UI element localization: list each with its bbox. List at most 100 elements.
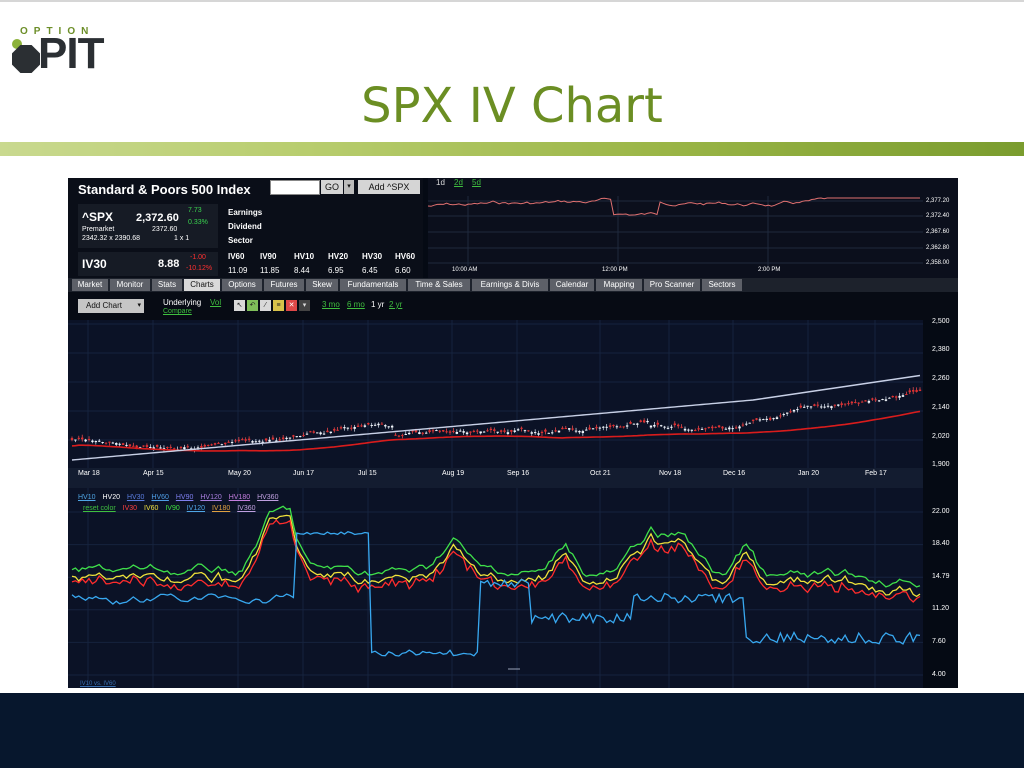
legend-hv90[interactable]: HV90 bbox=[175, 494, 194, 501]
candle-body bbox=[799, 405, 803, 408]
range-1yr[interactable]: 1 yr bbox=[371, 300, 385, 309]
candle-body bbox=[445, 431, 448, 433]
vol-header: HV10 bbox=[294, 252, 315, 261]
tab-fundamentals[interactable]: Fundamentals bbox=[340, 279, 406, 291]
tab-stats[interactable]: Stats bbox=[152, 279, 182, 291]
quote-header: Standard & Poors 500 Index GO ▾ Add ^SPX… bbox=[68, 178, 423, 278]
candle-body bbox=[550, 432, 554, 434]
tab-earnings-divis[interactable]: Earnings & Divis bbox=[472, 279, 548, 291]
tab-market[interactable]: Market bbox=[72, 279, 108, 291]
compare-link[interactable]: Compare bbox=[163, 308, 192, 315]
footer-band bbox=[0, 693, 1024, 768]
tab-charts[interactable]: Charts bbox=[184, 279, 220, 291]
candle-body bbox=[588, 427, 591, 430]
chevron-down-icon: ▾ bbox=[137, 302, 141, 309]
range-1d[interactable]: 1d bbox=[436, 178, 445, 187]
candle-body bbox=[591, 428, 595, 430]
reset-color-link[interactable]: reset color bbox=[83, 505, 116, 512]
legend-iv30[interactable]: IV30 bbox=[122, 505, 138, 512]
candle-body bbox=[908, 390, 911, 393]
settings-icon[interactable]: ≡ bbox=[273, 300, 284, 311]
cursor-icon[interactable]: ↖ bbox=[234, 300, 245, 311]
date-tick: Jul 15 bbox=[358, 470, 377, 477]
range-5d[interactable]: 5d bbox=[472, 178, 481, 187]
field-sector: Sector bbox=[228, 236, 253, 245]
candle-body bbox=[738, 426, 741, 429]
vol-link[interactable]: Vol bbox=[210, 298, 222, 307]
go-dropdown-arrow[interactable]: ▾ bbox=[344, 180, 354, 194]
tab-time-sales[interactable]: Time & Sales bbox=[408, 279, 470, 291]
candle-body bbox=[91, 440, 94, 443]
tools-dropdown-icon[interactable]: ▾ bbox=[299, 300, 310, 311]
candle-body bbox=[728, 427, 731, 430]
candle-body bbox=[602, 426, 605, 428]
candle-body bbox=[329, 431, 333, 433]
volatility-chart: HV10 HV20 HV30 HV60 HV90 HV120 HV180 HV3… bbox=[68, 488, 958, 688]
symbol-input[interactable] bbox=[270, 180, 320, 195]
vol-axis-tick: 18.40 bbox=[932, 540, 950, 547]
candle-body bbox=[860, 401, 864, 403]
candle-body bbox=[598, 427, 602, 429]
legend-hv20[interactable]: HV20 bbox=[102, 494, 120, 501]
hv10-line bbox=[71, 530, 921, 657]
candle-body bbox=[394, 434, 397, 436]
tab-sectors[interactable]: Sectors bbox=[702, 279, 742, 291]
candle-body bbox=[421, 432, 424, 434]
candle-body bbox=[670, 426, 673, 428]
candle-body bbox=[442, 430, 445, 432]
legend-hv360[interactable]: HV360 bbox=[257, 494, 279, 501]
legend-hv10[interactable]: HV10 bbox=[78, 494, 96, 501]
logo-hexagon bbox=[12, 45, 40, 73]
tab-pro-scanner[interactable]: Pro Scanner bbox=[644, 279, 700, 291]
candle-body bbox=[411, 430, 414, 432]
candle-body bbox=[217, 442, 220, 444]
candle-body bbox=[506, 432, 510, 435]
tab-options[interactable]: Options bbox=[222, 279, 262, 291]
range-3mo[interactable]: 3 mo bbox=[322, 300, 340, 309]
undo-icon[interactable]: ↶ bbox=[247, 300, 258, 311]
candle-body bbox=[404, 433, 407, 435]
tab-mapping[interactable]: Mapping bbox=[596, 279, 642, 291]
candle-body bbox=[874, 399, 877, 401]
tab-monitor[interactable]: Monitor bbox=[110, 279, 150, 291]
tab-skew[interactable]: Skew bbox=[306, 279, 338, 291]
go-button[interactable]: GO bbox=[321, 180, 343, 194]
candle-body bbox=[142, 445, 145, 447]
legend-hv120[interactable]: HV120 bbox=[200, 494, 222, 501]
candle-body bbox=[663, 426, 666, 428]
iv60-line bbox=[71, 514, 921, 598]
legend-hv180[interactable]: HV180 bbox=[228, 494, 251, 501]
add-chart-button[interactable]: Add Chart ▾ bbox=[78, 299, 144, 313]
legend-iv90[interactable]: IV90 bbox=[165, 505, 180, 512]
quote-price: 2,372.60 bbox=[136, 212, 179, 224]
candle-body bbox=[333, 429, 336, 431]
legend-hv60[interactable]: HV60 bbox=[151, 494, 169, 501]
delete-icon[interactable]: ✕ bbox=[286, 300, 297, 311]
draw-line-icon[interactable]: ⁄ bbox=[260, 300, 271, 311]
slide-title: SPX IV Chart bbox=[361, 78, 663, 134]
top-rule bbox=[0, 0, 1024, 2]
add-symbol-button[interactable]: Add ^SPX bbox=[358, 180, 420, 194]
candle-body bbox=[285, 437, 288, 440]
candle-body bbox=[717, 425, 721, 428]
legend-hv30[interactable]: HV30 bbox=[126, 494, 145, 501]
accent-bar bbox=[0, 142, 1024, 156]
legend-iv180[interactable]: IV180 bbox=[211, 505, 231, 512]
vol-axis-tick: 7.60 bbox=[932, 638, 946, 645]
tab-calendar[interactable]: Calendar bbox=[550, 279, 594, 291]
candle-body bbox=[162, 448, 166, 450]
candle-body bbox=[108, 441, 111, 443]
candle-body bbox=[356, 425, 360, 427]
candle-body bbox=[785, 412, 789, 414]
legend-iv120[interactable]: IV120 bbox=[186, 505, 206, 512]
range-2yr[interactable]: 2 yr bbox=[389, 300, 403, 309]
legend-iv60[interactable]: IV60 bbox=[144, 505, 159, 512]
range-2d[interactable]: 2d bbox=[454, 178, 463, 187]
iv30-change: -1.00 bbox=[190, 254, 206, 261]
legend-iv360[interactable]: IV360 bbox=[237, 505, 256, 512]
range-6mo[interactable]: 6 mo bbox=[347, 300, 365, 309]
hv-legend: HV10 HV20 HV30 HV60 HV90 HV120 HV180 HV3… bbox=[78, 494, 283, 501]
candle-body bbox=[571, 428, 574, 430]
candle-body bbox=[476, 430, 479, 432]
tab-futures[interactable]: Futures bbox=[264, 279, 304, 291]
